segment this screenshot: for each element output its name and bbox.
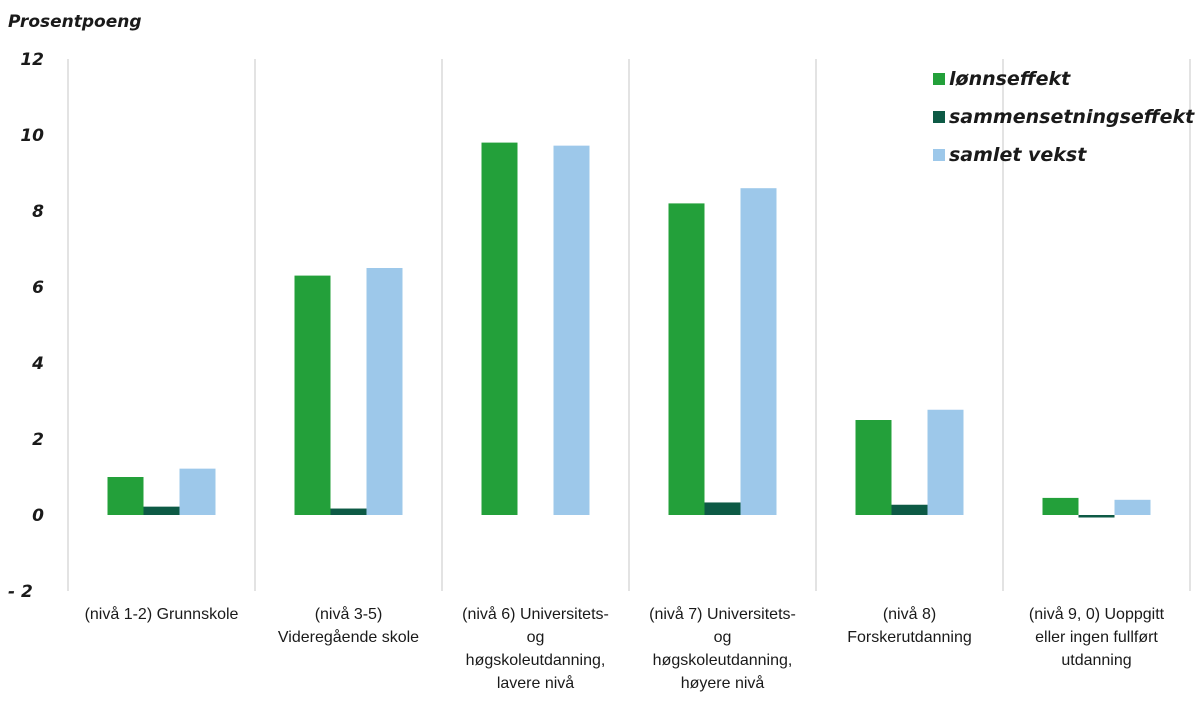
bar-lønnseffekt (855, 420, 892, 515)
y-tick-label: 0 (32, 506, 44, 526)
category-label: (nivå 9, 0) Uoppgitt eller ingen fullført… (1029, 605, 1165, 669)
y-tick-label: 10 (20, 126, 44, 146)
category-label: (nivå 8) Forskerutdanning (847, 605, 972, 646)
legend-swatch (933, 73, 945, 85)
bar-samlet vekst (366, 268, 403, 515)
bar-sammensetningseffekt (330, 508, 367, 515)
y-axis-ticks: 12 10 8 6 4 2 0 - 2 (8, 50, 44, 602)
legend-swatch (933, 149, 945, 161)
bar-sammensetningseffekt (704, 502, 741, 515)
bar-lønnseffekt (1042, 497, 1079, 515)
legend-label: lønnseffekt (949, 68, 1071, 90)
bar-lønnseffekt (107, 477, 144, 515)
legend-label: sammensetningseffekt (949, 106, 1195, 128)
category-label: (nivå 1-2) Grunnskole (85, 605, 239, 623)
x-axis-category-labels: (nivå 1-2) Grunnskole (nivå 3-5) Videregåe… (85, 605, 1165, 692)
category-label: (nivå 3-5) Videregående skole (278, 605, 419, 646)
grid-lines (67, 59, 1191, 591)
y-tick-label: 8 (32, 202, 44, 222)
bars (107, 142, 1151, 518)
category-label: (nivå 7) Universitets-og høgskoleutdannin… (649, 605, 796, 692)
bar-sammensetningseffekt (143, 506, 180, 515)
legend-label: samlet vekst (949, 144, 1087, 166)
y-tick-label: 6 (32, 278, 44, 298)
y-tick-label: - 2 (8, 582, 33, 602)
bar-sammensetningseffekt (891, 504, 928, 515)
bar-sammensetningseffekt (1078, 515, 1115, 518)
y-tick-label: 4 (31, 354, 44, 374)
bar-samlet vekst (553, 145, 590, 515)
bar-samlet vekst (927, 409, 964, 515)
y-axis-label: Prosentpoeng (8, 12, 142, 32)
legend: lønnseffekt sammensetningseffekt samlet ve… (933, 68, 1195, 166)
bar-samlet vekst (179, 468, 216, 515)
category-label: (nivå 6) Universitets-og høgskoleutdannin… (462, 605, 609, 692)
y-tick-label: 2 (32, 430, 44, 450)
legend-swatch (933, 111, 945, 123)
bar-lønnseffekt (481, 142, 518, 515)
bar-lønnseffekt (294, 275, 331, 515)
bar-lønnseffekt (668, 203, 705, 515)
bar-samlet vekst (1114, 499, 1151, 515)
y-tick-label: 12 (20, 50, 44, 70)
bar-samlet vekst (740, 188, 777, 515)
